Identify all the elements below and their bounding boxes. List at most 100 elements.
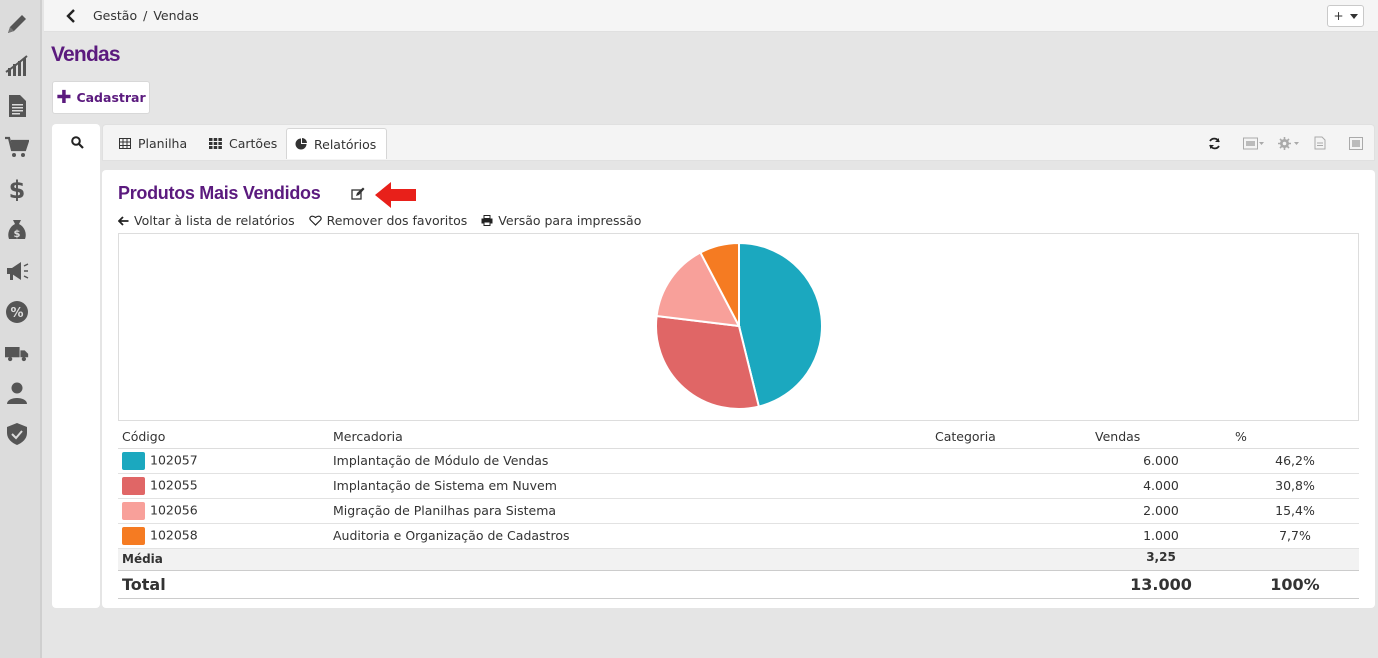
breadcrumb-gestao[interactable]: Gestão [93, 8, 138, 23]
sales-table: Código Mercadoria Categoria Vendas % 102… [118, 426, 1359, 599]
arrow-left-icon [118, 215, 129, 226]
tab-relatorios-label: Relatórios [314, 136, 377, 152]
table-row[interactable]: 102058 Auditoria e Organização de Cadast… [118, 523, 1359, 549]
row-percent: 46,2% [1231, 448, 1359, 474]
breadcrumb-separator: / [143, 8, 148, 23]
view-tabs: Planilha Cartões Relatórios [102, 124, 1375, 161]
row-mercadoria: Migração de Planilhas para Sistema [329, 498, 931, 524]
legend-swatch [122, 476, 145, 495]
total-percent: 100% [1231, 570, 1359, 599]
add-dropdown-button[interactable]: + [1327, 5, 1364, 27]
row-vendas: 4.000 [1091, 473, 1231, 499]
caret-down-icon [1349, 13, 1358, 19]
header-categoria[interactable]: Categoria [931, 426, 1091, 449]
row-categoria [931, 448, 1091, 474]
remove-favorite-link[interactable]: Remover dos favoritos [308, 213, 468, 228]
report-title: Produtos Mais Vendidos [118, 183, 321, 203]
print-version-label: Versão para impressão [498, 213, 642, 228]
pie-slice-102055[interactable] [655, 314, 761, 410]
gear-icon[interactable] [1278, 135, 1300, 151]
cart-icon[interactable] [4, 134, 30, 160]
total-value: 13.000 [1091, 570, 1231, 599]
search-icon[interactable] [71, 136, 84, 149]
media-value: 3,25 [1091, 547, 1231, 571]
heart-icon [308, 215, 322, 226]
row-code: 102057 [150, 452, 198, 467]
row-code: 102055 [150, 477, 198, 492]
search-panel [52, 124, 100, 608]
remove-favorite-label: Remover dos favoritos [326, 213, 468, 228]
row-percent: 15,4% [1231, 498, 1359, 524]
tab-cartoes-label: Cartões [229, 136, 278, 151]
tab-planilha-label: Planilha [138, 136, 188, 151]
add-dropdown-label: + [1333, 9, 1344, 23]
chart-growth-icon[interactable] [4, 53, 30, 79]
breadcrumb-vendas: Vendas [153, 8, 199, 23]
print-version-link[interactable]: Versão para impressão [481, 213, 641, 228]
row-code: 102058 [150, 527, 198, 542]
money-bag-icon[interactable]: $ [4, 217, 30, 243]
red-arrow-annotation [375, 182, 416, 208]
header-codigo[interactable]: Código [118, 426, 329, 449]
back-chevron-icon[interactable] [64, 8, 78, 24]
tab-cartoes[interactable]: Cartões [201, 128, 281, 159]
tab-planilha[interactable]: Planilha [111, 128, 196, 159]
legend-swatch [122, 526, 145, 545]
table-row[interactable]: 102056 Migração de Planilhas para Sistem… [118, 498, 1359, 524]
edit-icon[interactable] [351, 187, 365, 201]
discount-badge-icon[interactable]: % [4, 299, 30, 325]
row-percent: 7,7% [1231, 523, 1359, 549]
top-bar: Gestão / Vendas + [44, 0, 1378, 32]
row-percent: 30,8% [1231, 473, 1359, 499]
media-label: Média [118, 547, 329, 571]
plus-icon: ✚ [56, 86, 72, 108]
truck-icon[interactable] [4, 340, 30, 366]
row-mercadoria: Implantação de Sistema em Nuvem [329, 473, 931, 499]
row-vendas: 1.000 [1091, 523, 1231, 549]
pie-slice-102058[interactable] [699, 241, 740, 327]
legend-swatch [122, 451, 145, 470]
header-mercadoria[interactable]: Mercadoria [329, 426, 931, 449]
row-categoria [931, 523, 1091, 549]
total-row: Total 13.000 100% [118, 570, 1359, 599]
dollar-icon[interactable]: $ [4, 176, 30, 202]
header-vendas[interactable]: Vendas [1091, 426, 1231, 449]
document-icon[interactable] [4, 93, 30, 119]
cards-grid-icon [209, 138, 222, 149]
pie-chart [655, 241, 823, 410]
legend-swatch [122, 501, 145, 520]
column-settings-icon[interactable] [1243, 135, 1265, 151]
tab-relatorios[interactable]: Relatórios [286, 128, 387, 159]
cadastrar-button[interactable]: ✚ Cadastrar [52, 81, 150, 114]
page-title: Vendas [51, 43, 121, 66]
cadastrar-label: Cadastrar [76, 90, 146, 105]
pie-slice-102057[interactable] [738, 241, 823, 408]
row-categoria [931, 473, 1091, 499]
pie-slice-102056[interactable] [655, 251, 741, 328]
fullscreen-icon[interactable] [1349, 135, 1363, 151]
pencil-icon[interactable] [4, 11, 30, 37]
svg-text:$: $ [9, 177, 26, 201]
file-icon[interactable] [1314, 135, 1326, 151]
table-row[interactable]: 102055 Implantação de Sistema em Nuvem 4… [118, 473, 1359, 499]
row-categoria [931, 498, 1091, 524]
table-row[interactable]: 102057 Implantação de Módulo de Vendas 6… [118, 448, 1359, 474]
row-vendas: 6.000 [1091, 448, 1231, 474]
header-percent[interactable]: % [1231, 426, 1359, 449]
megaphone-icon[interactable] [4, 258, 30, 284]
row-mercadoria: Auditoria e Organização de Cadastros [329, 523, 931, 549]
refresh-icon[interactable] [1208, 135, 1221, 151]
media-row: Média 3,25 [118, 547, 1359, 571]
total-label: Total [118, 570, 329, 599]
back-to-reports-link[interactable]: Voltar à lista de relatórios [118, 213, 295, 228]
breadcrumb: Gestão / Vendas [93, 8, 199, 23]
table-grid-icon [119, 138, 131, 149]
row-code: 102056 [150, 502, 198, 517]
shield-icon[interactable] [4, 421, 30, 447]
user-icon[interactable] [4, 380, 30, 406]
row-mercadoria: Implantação de Módulo de Vendas [329, 448, 931, 474]
row-vendas: 2.000 [1091, 498, 1231, 524]
svg-text:%: % [10, 306, 23, 321]
table-header-row: Código Mercadoria Categoria Vendas % [118, 426, 1359, 449]
svg-text:$: $ [14, 229, 21, 240]
